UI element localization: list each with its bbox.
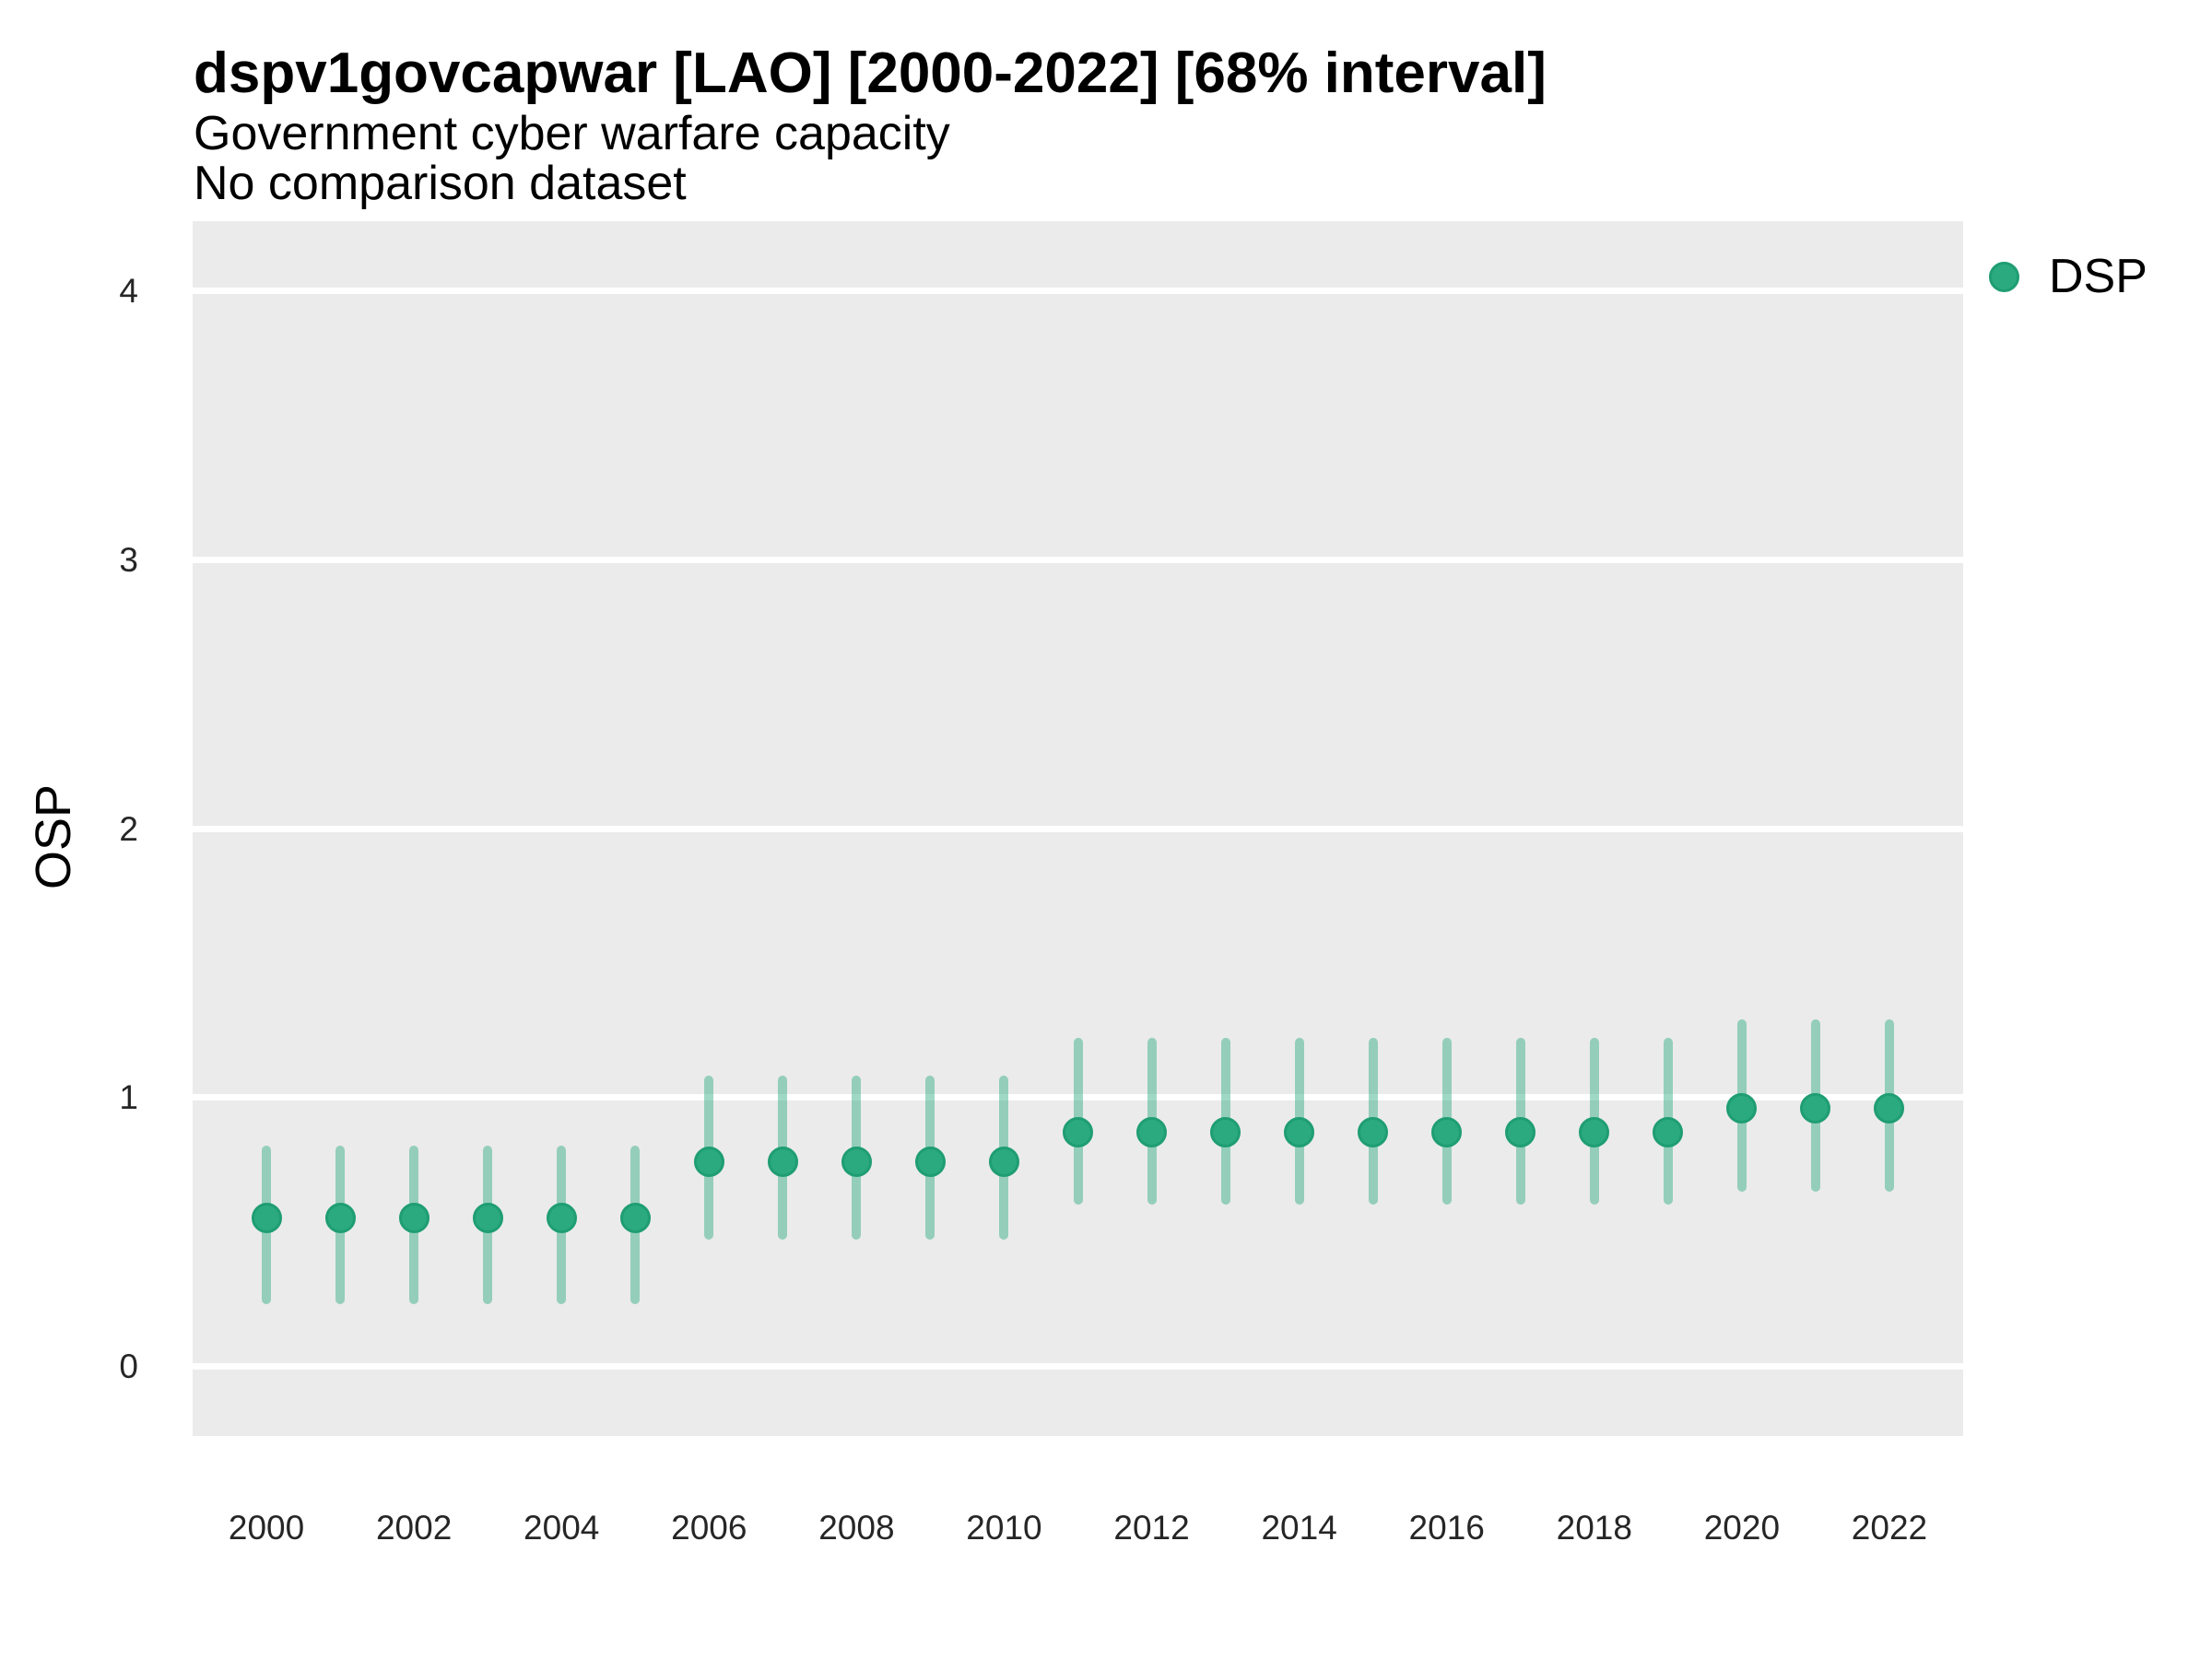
data-point-2008 bbox=[841, 1147, 872, 1178]
y-tick-label-0: 0 bbox=[119, 1347, 138, 1385]
y-tick-label-1: 1 bbox=[119, 1078, 138, 1117]
data-point-2014 bbox=[1284, 1117, 1315, 1147]
gridline-y-0 bbox=[193, 1362, 1963, 1370]
x-tick-label-2010: 2010 bbox=[966, 1509, 1042, 1547]
data-point-2019 bbox=[1653, 1117, 1684, 1147]
x-tick-label-2016: 2016 bbox=[1408, 1509, 1485, 1547]
legend-point-icon bbox=[1989, 261, 2019, 292]
data-point-2004 bbox=[546, 1203, 577, 1234]
y-tick-label-3: 3 bbox=[119, 540, 138, 579]
data-point-2002 bbox=[398, 1203, 429, 1234]
x-tick-label-2004: 2004 bbox=[524, 1509, 600, 1547]
x-tick-label-2014: 2014 bbox=[1261, 1509, 1337, 1547]
x-tick-label-2008: 2008 bbox=[818, 1509, 895, 1547]
gridline-y-2 bbox=[193, 825, 1963, 832]
chart-title: dspv1govcapwar [LAO] [2000-2022] [68% in… bbox=[194, 41, 1547, 105]
data-point-2020 bbox=[1726, 1092, 1758, 1124]
data-point-2009 bbox=[914, 1147, 946, 1178]
x-tick-label-2020: 2020 bbox=[1703, 1509, 1781, 1547]
x-tick-label-2022: 2022 bbox=[1851, 1509, 1928, 1547]
data-point-2005 bbox=[619, 1203, 651, 1234]
x-tick-label-2012: 2012 bbox=[1113, 1509, 1190, 1547]
data-point-2011 bbox=[1063, 1117, 1093, 1147]
data-point-2000 bbox=[251, 1203, 282, 1234]
chart-comparison-note: No comparison dataset bbox=[194, 157, 687, 210]
x-tick-label-2000: 2000 bbox=[228, 1509, 305, 1547]
gridline-y-4 bbox=[193, 288, 1963, 295]
y-tick-label-4: 4 bbox=[119, 272, 138, 311]
y-tick-label-2: 2 bbox=[119, 809, 138, 848]
data-point-2006 bbox=[693, 1147, 724, 1178]
plot-panel bbox=[193, 221, 1963, 1436]
x-tick-label-2006: 2006 bbox=[671, 1509, 747, 1547]
data-point-2001 bbox=[324, 1203, 356, 1234]
x-tick-label-2002: 2002 bbox=[375, 1509, 453, 1547]
data-point-2022 bbox=[1874, 1092, 1905, 1124]
x-tick-label-2018: 2018 bbox=[1556, 1509, 1632, 1547]
data-point-2018 bbox=[1579, 1117, 1610, 1147]
data-point-2017 bbox=[1505, 1117, 1536, 1147]
data-point-2007 bbox=[767, 1147, 798, 1178]
data-point-2013 bbox=[1210, 1117, 1241, 1147]
gridline-y-1 bbox=[193, 1094, 1963, 1101]
gridline-y-3 bbox=[193, 556, 1963, 563]
legend-label: DSP bbox=[2049, 250, 2147, 303]
data-point-2015 bbox=[1358, 1117, 1389, 1147]
data-point-2010 bbox=[988, 1147, 1019, 1178]
legend: DSP bbox=[1989, 246, 2147, 307]
data-point-2016 bbox=[1431, 1117, 1463, 1147]
data-point-2021 bbox=[1800, 1092, 1831, 1124]
data-point-2012 bbox=[1136, 1117, 1168, 1147]
data-point-2003 bbox=[472, 1203, 503, 1234]
chart-subtitle: Government cyber warfare capacity bbox=[194, 107, 950, 160]
